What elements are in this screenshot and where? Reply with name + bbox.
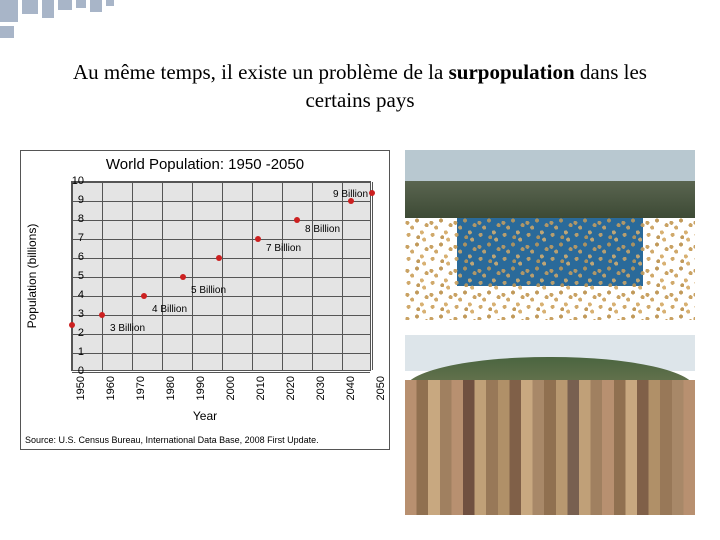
- deco-square: [76, 0, 86, 8]
- gridline-v: [222, 182, 223, 370]
- point-annotation: 7 Billion: [266, 243, 301, 254]
- data-point: [216, 255, 222, 261]
- data-point: [294, 217, 300, 223]
- slide-corner-decoration: [0, 0, 160, 40]
- point-annotation: 9 Billion: [333, 189, 368, 200]
- deco-square: [90, 0, 102, 12]
- gridline-h: [72, 296, 370, 297]
- title-emphasis: surpopulation: [449, 60, 575, 84]
- deco-square: [0, 0, 18, 22]
- point-annotation: 8 Billion: [305, 224, 340, 235]
- gridline-h: [72, 239, 370, 240]
- deco-square: [106, 0, 114, 6]
- population-chart: World Population: 1950 -2050 Population …: [20, 150, 390, 450]
- deco-square: [42, 0, 54, 18]
- gridline-h: [72, 315, 370, 316]
- data-point: [99, 312, 105, 318]
- point-annotation: 3 Billion: [110, 323, 145, 334]
- gridline-h: [72, 182, 370, 183]
- data-point: [180, 274, 186, 280]
- photo-favela: [405, 335, 695, 515]
- y-tick-label: 5: [64, 270, 84, 282]
- y-tick-label: 10: [64, 175, 84, 187]
- gridline-h: [72, 277, 370, 278]
- x-tick-label: 2040: [345, 376, 357, 400]
- deco-square: [22, 0, 38, 14]
- deco-square: [58, 0, 72, 10]
- x-tick-label: 2050: [375, 376, 387, 400]
- gridline-h: [72, 201, 370, 202]
- y-tick-label: 6: [64, 251, 84, 263]
- deco-square: [0, 26, 14, 38]
- x-tick-label: 2020: [285, 376, 297, 400]
- chart-title: World Population: 1950 -2050: [21, 156, 389, 173]
- plot-area: 3 Billion 4 Billion 5 Billion 7 Billion 8 Bi…: [71, 181, 371, 371]
- slide-title: Au même temps, il existe un problème de …: [50, 58, 670, 115]
- x-tick-label: 2030: [315, 376, 327, 400]
- gridline-v: [252, 182, 253, 370]
- y-tick-label: 9: [64, 194, 84, 206]
- gridline-v: [282, 182, 283, 370]
- gridline-v: [162, 182, 163, 370]
- point-annotation: 4 Billion: [152, 304, 187, 315]
- gridline-v: [132, 182, 133, 370]
- y-tick-label: 8: [64, 213, 84, 225]
- point-annotation: 5 Billion: [191, 285, 226, 296]
- gridline-h: [72, 353, 370, 354]
- photo-crowd-pool: [405, 150, 695, 320]
- y-tick-label: 1: [64, 346, 84, 358]
- y-tick-label: 7: [64, 232, 84, 244]
- gridline-h: [72, 372, 370, 373]
- data-point: [141, 293, 147, 299]
- x-tick-label: 1980: [165, 376, 177, 400]
- gridline-v: [312, 182, 313, 370]
- y-tick-label: 3: [64, 308, 84, 320]
- x-tick-label: 1960: [105, 376, 117, 400]
- gridline-h: [72, 334, 370, 335]
- y-tick-label: 2: [64, 327, 84, 339]
- data-point: [255, 236, 261, 242]
- x-tick-label: 1970: [135, 376, 147, 400]
- gridline-v: [192, 182, 193, 370]
- gridline-h: [72, 220, 370, 221]
- chart-source: Source: U.S. Census Bureau, Internationa…: [25, 435, 319, 445]
- x-axis-label: Year: [21, 409, 389, 423]
- x-tick-label: 2010: [255, 376, 267, 400]
- x-tick-label: 2000: [225, 376, 237, 400]
- y-axis-label: Population (billions): [25, 224, 39, 329]
- x-tick-label: 1990: [195, 376, 207, 400]
- y-tick-label: 4: [64, 289, 84, 301]
- title-pre: Au même temps, il existe un problème de …: [73, 60, 449, 84]
- gridline-v: [102, 182, 103, 370]
- gridline-v: [342, 182, 343, 370]
- x-tick-label: 1950: [75, 376, 87, 400]
- data-point: [369, 190, 375, 196]
- gridline-v: [372, 182, 373, 370]
